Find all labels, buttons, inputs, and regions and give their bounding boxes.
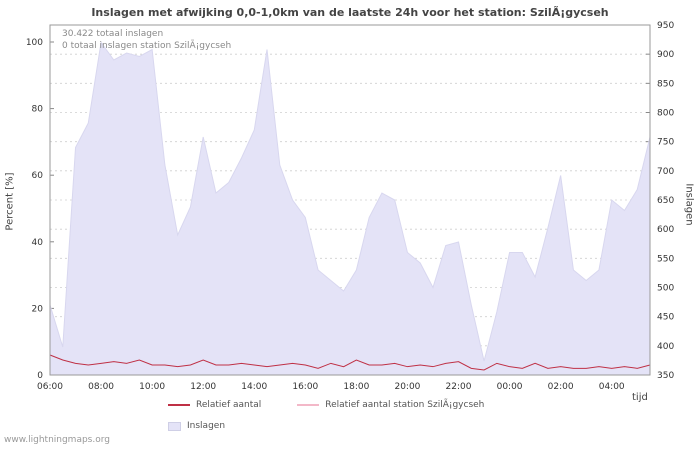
svg-text:800: 800 [657,109,674,119]
svg-text:20:00: 20:00 [394,382,420,392]
legend-item-inslagen: Inslagen [168,421,225,431]
svg-text:60: 60 [32,171,44,181]
svg-text:14:00: 14:00 [241,382,267,392]
svg-text:22:00: 22:00 [446,382,472,392]
svg-text:600: 600 [657,225,674,235]
svg-text:12:00: 12:00 [190,382,216,392]
svg-text:350: 350 [657,371,674,381]
svg-text:750: 750 [657,138,674,148]
svg-text:18:00: 18:00 [343,382,369,392]
svg-text:950: 950 [657,21,674,31]
svg-text:80: 80 [32,105,44,115]
svg-text:00:00: 00:00 [497,382,523,392]
svg-text:02:00: 02:00 [548,382,574,392]
relative-count-line-swatch [168,404,190,406]
total-strikes-annotation: 30.422 totaal inslagen [62,29,164,39]
x-axis-label: tijd [632,392,648,403]
legend-row-lines: Relatief aantal Relatief aantal station … [168,399,520,411]
svg-text:500: 500 [657,284,674,294]
svg-text:400: 400 [657,342,674,352]
right-axis-label: Inslagen [683,183,695,226]
legend-row-area: Inslagen [168,420,520,432]
svg-text:450: 450 [657,313,674,323]
svg-text:850: 850 [657,79,674,89]
watermark-link[interactable]: www.lightningmaps.org [4,435,110,445]
legend: Relatief aantal Relatief aantal station … [168,399,520,432]
svg-text:100: 100 [26,38,43,48]
svg-text:700: 700 [657,167,674,177]
legend-item-relatief-aantal-station: Relatief aantal station SzilÃ¡gycseh [297,400,484,410]
svg-text:0: 0 [37,371,43,381]
strikes-area-swatch [168,421,181,431]
svg-text:40: 40 [32,238,44,248]
svg-text:650: 650 [657,196,674,206]
legend-label-inslagen: Inslagen [187,421,226,431]
svg-text:10:00: 10:00 [139,382,165,392]
svg-text:16:00: 16:00 [292,382,318,392]
legend-label-relatief-aantal-station: Relatief aantal station SzilÃ¡gycseh [325,400,485,410]
svg-text:08:00: 08:00 [88,382,114,392]
left-axis-label: Percent [%] [4,172,16,231]
chart-title: Inslagen met afwijking 0,0-1,0km van de … [91,6,609,19]
svg-text:900: 900 [657,50,674,60]
svg-text:06:00: 06:00 [37,382,63,392]
station-total-annotation: 0 totaal inslagen station SzilÃ¡gycseh [62,41,232,51]
svg-text:04:00: 04:00 [599,382,625,392]
svg-text:20: 20 [32,304,44,314]
legend-item-relatief-aantal: Relatief aantal [168,400,261,410]
svg-text:550: 550 [657,254,674,264]
legend-label-relatief-aantal: Relatief aantal [196,400,262,410]
station-line-swatch [297,404,320,406]
